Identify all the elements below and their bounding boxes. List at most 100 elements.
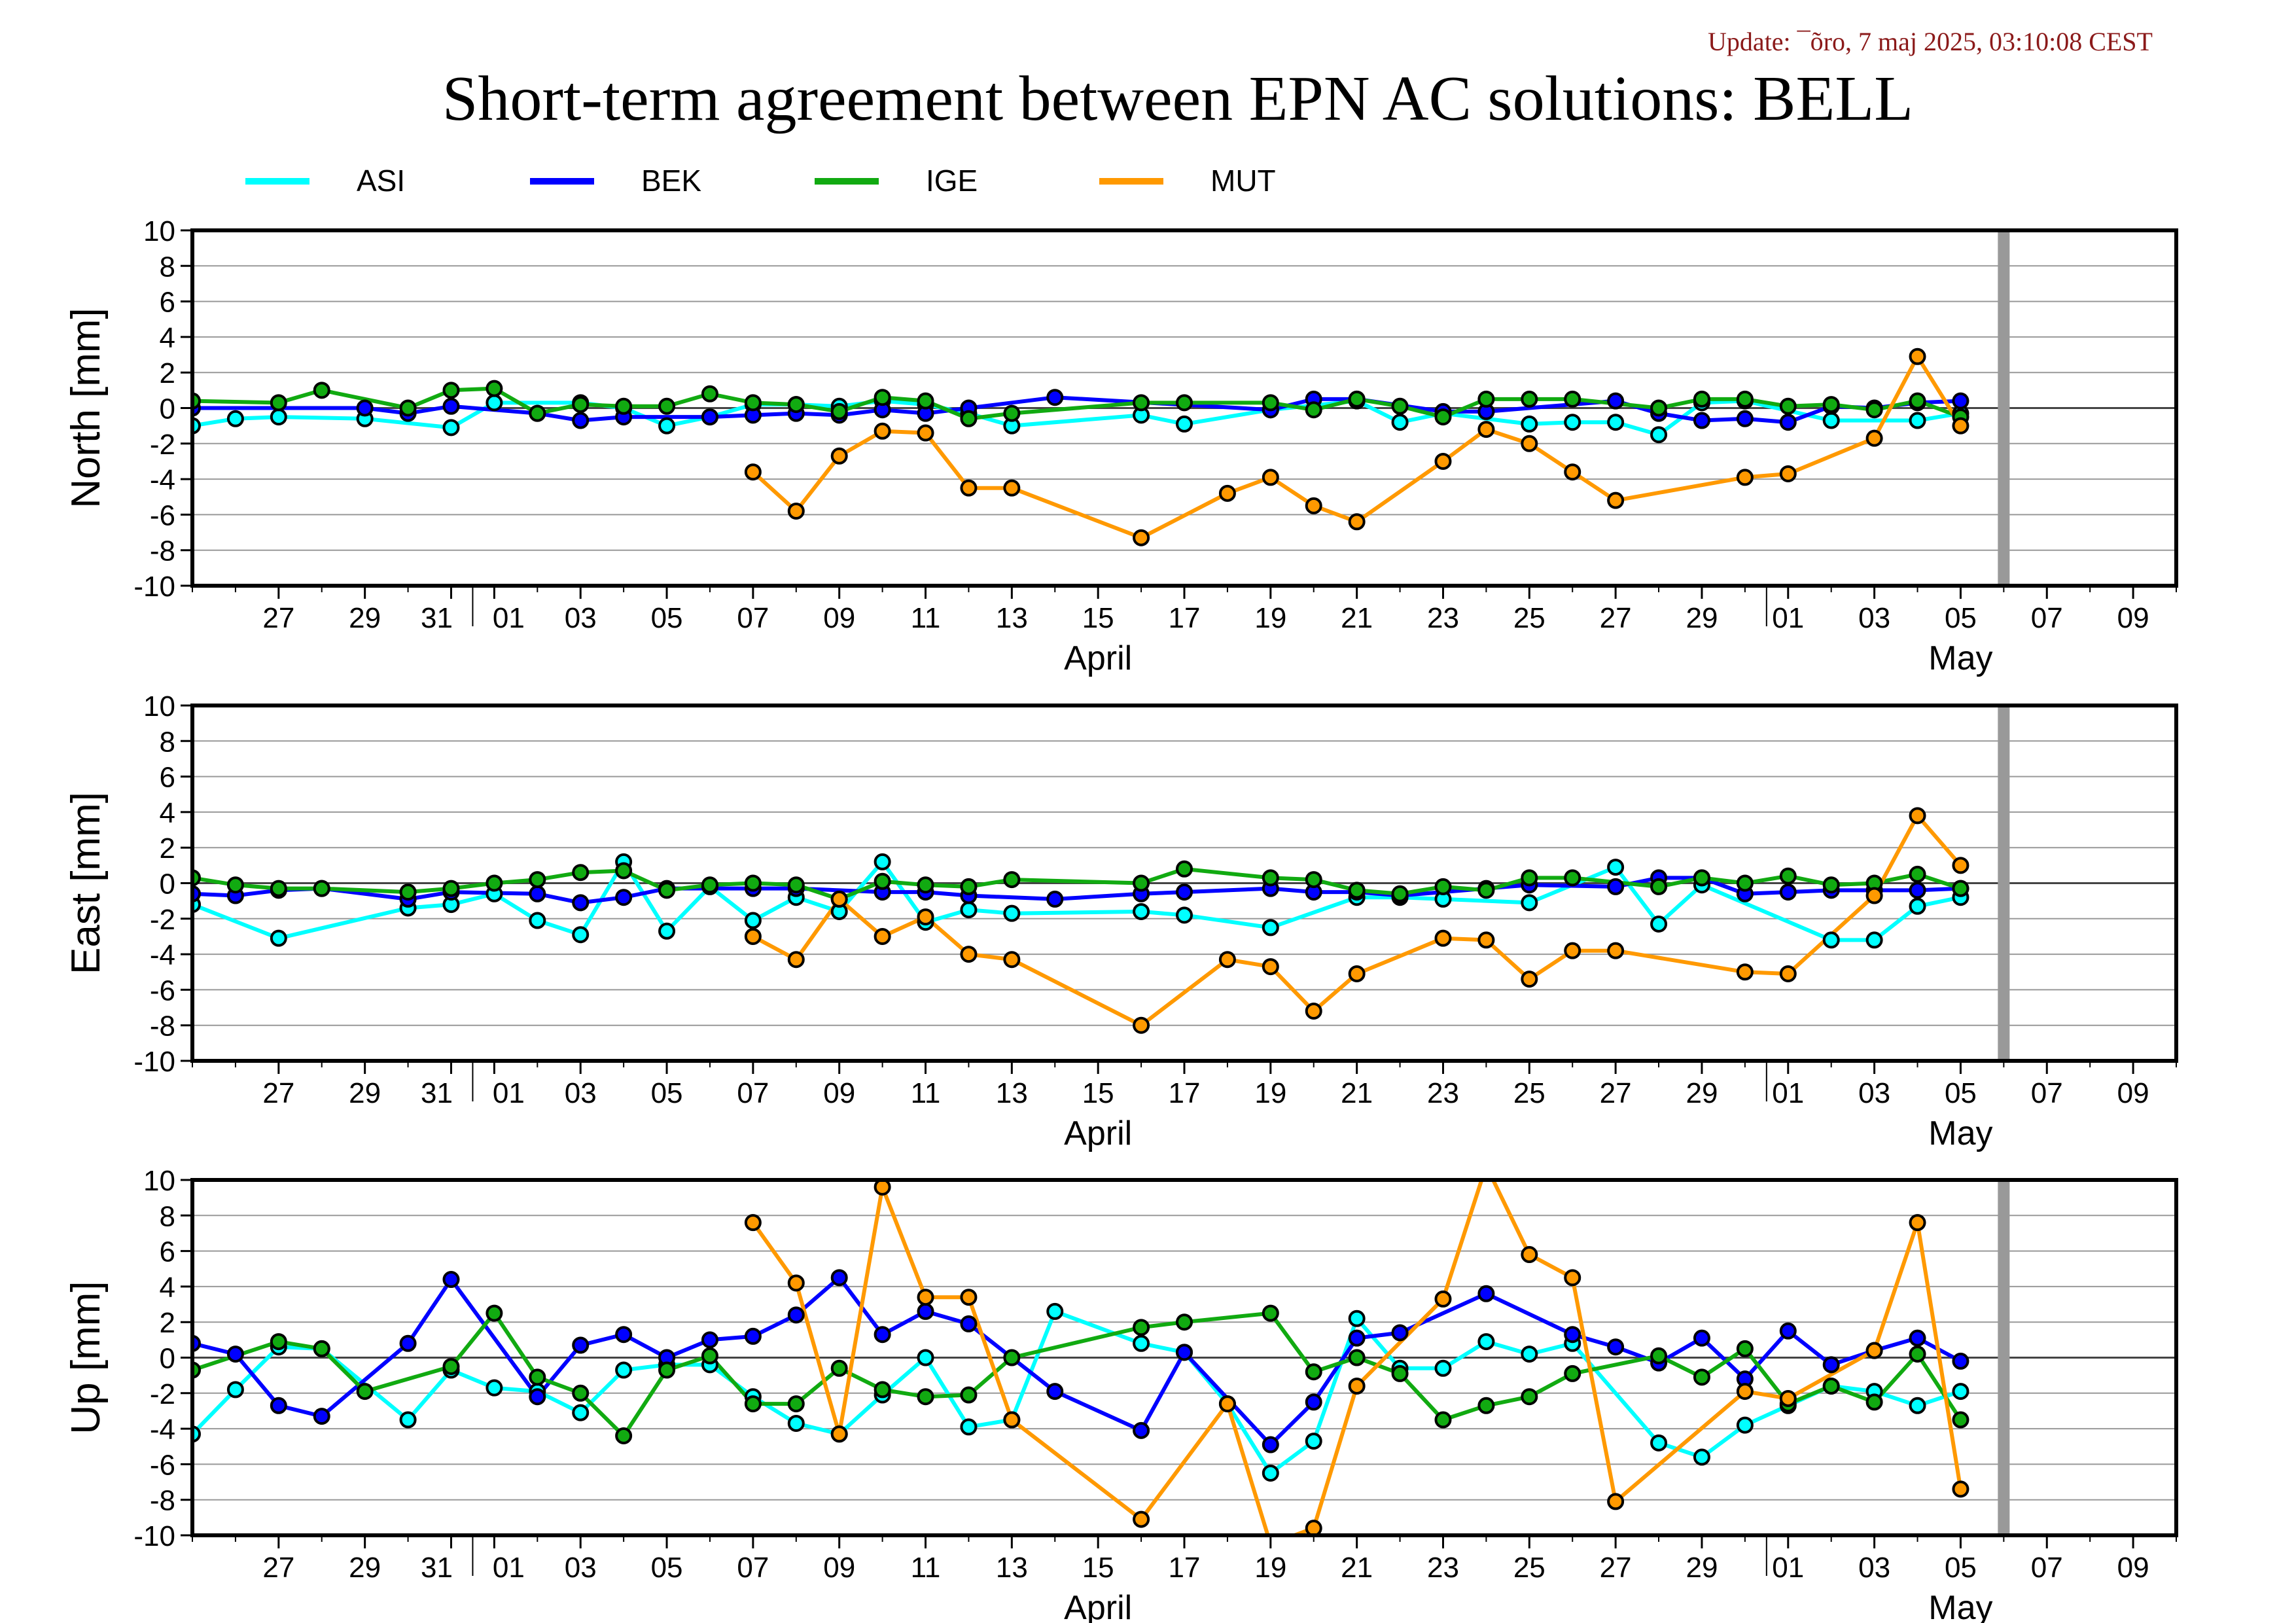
data-point-asi — [874, 853, 891, 870]
data-point-asi — [615, 1361, 633, 1379]
x-tick-label: 01 — [1772, 1552, 1804, 1584]
data-point-asi — [1564, 414, 1581, 431]
data-point-mut — [830, 1425, 848, 1443]
x-tick-label: 05 — [1945, 602, 1977, 634]
data-point-mut — [1865, 1342, 1883, 1359]
data-point-mut — [1521, 971, 1538, 988]
x-tick-label: 19 — [1254, 1077, 1286, 1109]
data-point-ige — [1736, 390, 1754, 408]
data-point-mut — [1133, 1016, 1150, 1034]
y-tick-label: 8 — [160, 251, 175, 283]
data-point-ige — [270, 1333, 287, 1351]
data-point-bek — [1046, 890, 1064, 908]
data-point-ige — [787, 876, 805, 894]
data-point-mut — [1218, 951, 1236, 969]
data-point-mut — [960, 946, 978, 963]
x-tick-label: 05 — [651, 602, 683, 634]
x-tick-label: 17 — [1169, 602, 1201, 634]
x-tick-label: 11 — [911, 602, 941, 634]
month-label: May — [1928, 1589, 1992, 1623]
data-point-ige — [1909, 865, 1926, 883]
data-point-ige — [572, 864, 590, 882]
data-point-asi — [1521, 415, 1538, 433]
y-tick-label: 2 — [160, 1307, 175, 1339]
data-point-asi — [399, 1411, 417, 1429]
data-point-bek — [442, 1271, 460, 1289]
data-point-asi — [1521, 894, 1538, 912]
data-point-ige — [1693, 1368, 1710, 1386]
data-point-asi — [1133, 1334, 1150, 1352]
data-point-mut — [1348, 965, 1366, 982]
y-tick-label: -8 — [150, 535, 175, 567]
data-point-ige — [313, 1340, 330, 1357]
data-point-ige — [917, 1388, 934, 1406]
data-point-ige — [1133, 1319, 1150, 1336]
x-tick-label: 21 — [1341, 1552, 1373, 1584]
data-point-ige — [1564, 390, 1581, 408]
x-tick-label: 27 — [262, 1552, 294, 1584]
data-point-ige — [874, 872, 891, 890]
x-tick-label: 29 — [1686, 1552, 1718, 1584]
data-point-mut — [1434, 452, 1452, 470]
data-point-ige — [486, 874, 503, 892]
x-tick-label: 25 — [1513, 1077, 1545, 1109]
data-point-bek — [1952, 392, 1969, 410]
x-tick-label: 07 — [737, 602, 769, 634]
data-point-asi — [486, 394, 503, 412]
data-point-ige — [1952, 1411, 1969, 1429]
data-point-ige — [486, 380, 503, 397]
data-point-ige — [529, 404, 546, 422]
x-tick-label: 29 — [1686, 1077, 1718, 1109]
data-point-ige — [615, 397, 633, 415]
x-tick-label: 21 — [1341, 602, 1373, 634]
data-point-ige — [1391, 1364, 1409, 1382]
data-point-mut — [1952, 417, 1969, 435]
data-point-asi — [442, 419, 460, 437]
x-tick-label: 03 — [1858, 1077, 1890, 1109]
data-point-ige — [1693, 390, 1710, 408]
y-tick-label: -2 — [150, 1378, 175, 1410]
x-tick-label: 25 — [1513, 1552, 1545, 1584]
data-point-mut — [1218, 1395, 1236, 1413]
data-point-bek — [1046, 389, 1064, 406]
data-point-asi — [1391, 414, 1409, 431]
x-tick-label: 01 — [493, 1552, 525, 1584]
data-point-ige — [1477, 1397, 1495, 1414]
data-point-ige — [917, 876, 934, 894]
data-point-ige — [744, 874, 762, 892]
y-tick-label: -6 — [150, 499, 175, 531]
data-point-ige — [1003, 871, 1021, 889]
x-tick-label: 31 — [421, 1552, 453, 1584]
y-tick-label: 10 — [143, 215, 175, 247]
y-tick-label: -2 — [150, 429, 175, 461]
data-point-ige — [529, 1368, 546, 1386]
data-point-bek — [615, 889, 633, 906]
data-point-mut — [787, 1274, 805, 1292]
data-point-ige — [1736, 874, 1754, 892]
x-tick-label: 15 — [1082, 602, 1114, 634]
data-point-asi — [1434, 1359, 1452, 1377]
data-point-ige — [529, 871, 546, 889]
x-tick-label: 11 — [911, 1077, 941, 1109]
data-point-mut — [1607, 1493, 1625, 1510]
y-tick-label: 6 — [160, 287, 175, 319]
data-point-ige — [874, 1381, 891, 1399]
panel-2: -10-8 -6-4 -20 24 6 810 27 29 31 01 03 05 07 09 11 13 15… — [63, 1165, 2178, 1623]
data-point-ige — [1348, 882, 1366, 899]
data-point-ige — [1348, 390, 1366, 408]
data-point-asi — [1262, 919, 1279, 936]
data-point-mut — [1865, 887, 1883, 904]
data-point-bek — [1779, 883, 1797, 901]
x-tick-label: 01 — [1772, 1077, 1804, 1109]
x-tick-label: 25 — [1513, 602, 1545, 634]
data-point-mut — [1865, 429, 1883, 447]
data-point-asi — [486, 1379, 503, 1397]
x-tick-label: 07 — [2031, 1552, 2063, 1584]
data-point-ige — [917, 392, 934, 410]
data-point-bek — [1779, 1322, 1797, 1340]
legend-label-bek: BEK — [641, 164, 701, 198]
data-point-ige — [313, 880, 330, 897]
data-point-asi — [572, 926, 590, 944]
data-point-mut — [830, 890, 848, 908]
data-point-mut — [744, 463, 762, 481]
